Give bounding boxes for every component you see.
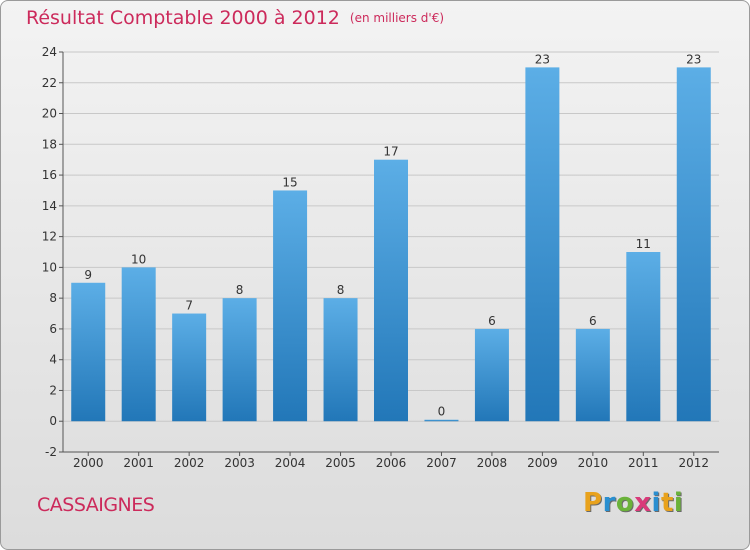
bar [575, 328, 610, 422]
bar [374, 159, 408, 422]
bar [71, 282, 106, 422]
x-tick-label: 2011 [628, 456, 659, 470]
bar [121, 267, 156, 422]
data-label: 6 [589, 314, 597, 328]
bar [424, 419, 459, 422]
data-label: 6 [488, 314, 496, 328]
y-tick-label: 18 [42, 137, 57, 151]
chart-title: Résultat Comptable 2000 à 2012 (en millie… [26, 7, 444, 29]
data-label: 8 [337, 283, 345, 297]
y-tick-label: 8 [49, 291, 57, 305]
y-tick-label: 16 [42, 168, 57, 182]
data-label: 15 [282, 175, 297, 189]
logo-letter: t [660, 488, 674, 518]
bar [273, 190, 308, 422]
data-label: 17 [383, 145, 398, 159]
x-tick-label: 2007 [426, 456, 457, 470]
commune-name: CASSAIGNES [37, 494, 155, 516]
bar [323, 298, 358, 422]
data-label: 23 [535, 52, 550, 66]
x-tick-label: 2005 [325, 456, 356, 470]
data-label: 10 [131, 252, 146, 266]
y-tick-label: 20 [42, 107, 57, 121]
x-tick-label: 2003 [224, 456, 255, 470]
data-label: 23 [686, 52, 701, 66]
y-tick-label: 24 [42, 45, 57, 59]
data-label: 8 [236, 283, 244, 297]
y-tick-label: 6 [49, 322, 57, 336]
logo-letter: r [602, 488, 616, 518]
y-tick-label: 4 [49, 353, 57, 367]
logo-letter: x [634, 488, 652, 518]
y-tick-label: 12 [42, 230, 57, 244]
y-tick-label: -2 [45, 445, 57, 459]
logo-letter: i [651, 488, 661, 518]
y-tick-label: 0 [49, 414, 57, 428]
logo-letter: P [583, 488, 603, 518]
logo-letter: i [673, 488, 684, 518]
data-label: 0 [438, 405, 446, 419]
bar [222, 298, 257, 422]
x-tick-label: 2009 [527, 456, 558, 470]
x-tick-label: 2001 [123, 456, 154, 470]
proxiti-logo[interactable]: Proxiti [583, 488, 683, 518]
x-tick-label: 2008 [477, 456, 508, 470]
chart-title-text: Résultat Comptable 2000 à 2012 [26, 7, 340, 29]
y-tick-label: 22 [42, 76, 57, 90]
data-label: 7 [185, 299, 193, 313]
x-tick-labels: 2000 2001 2002 2003 2004 2005 2006 2007 2008 2009… [73, 456, 709, 470]
x-tick-label: 2002 [174, 456, 205, 470]
y-tick-label: 2 [49, 383, 57, 397]
bar [474, 328, 509, 422]
data-labels: 9 10 7 8 15 8 17 0 6 23 6 11 23 [84, 52, 701, 418]
bar [525, 67, 560, 422]
data-label: 9 [84, 268, 92, 282]
y-tick-label: 14 [42, 199, 57, 213]
x-tick-label: 2012 [678, 456, 709, 470]
bar [676, 67, 711, 422]
y-tick-label: 10 [42, 260, 57, 274]
chart-subtitle: (en milliers d'€) [349, 11, 445, 25]
bar [172, 313, 207, 422]
x-tick-label: 2006 [376, 456, 407, 470]
bar [626, 252, 661, 422]
bars [71, 67, 711, 422]
x-tick-label: 2000 [73, 456, 104, 470]
x-tick-label: 2010 [578, 456, 609, 470]
axes [59, 51, 719, 456]
x-tick-label: 2004 [275, 456, 306, 470]
data-label: 11 [636, 237, 651, 251]
logo-letter: o [615, 488, 635, 518]
